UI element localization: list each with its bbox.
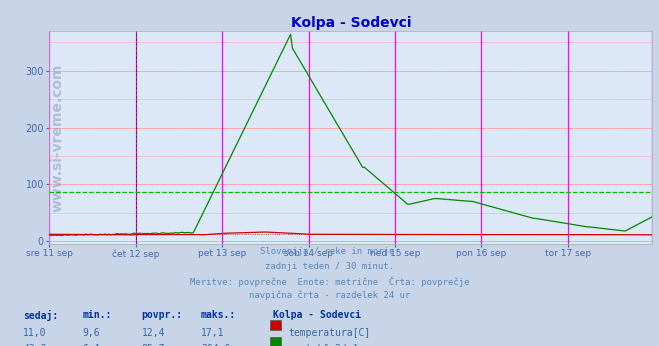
Text: Meritve: povprečne  Enote: metrične  Črta: povprečje: Meritve: povprečne Enote: metrične Črta:…	[190, 276, 469, 287]
Text: 43,3: 43,3	[23, 344, 47, 346]
Text: 6,4: 6,4	[82, 344, 100, 346]
Text: sedaj:: sedaj:	[23, 310, 58, 321]
Text: 11,0: 11,0	[23, 328, 47, 338]
Text: 364,6: 364,6	[201, 344, 231, 346]
Text: navpična črta - razdelek 24 ur: navpična črta - razdelek 24 ur	[249, 291, 410, 300]
Text: 12,4: 12,4	[142, 328, 165, 338]
Text: www.si-vreme.com: www.si-vreme.com	[50, 63, 65, 212]
Text: temperatura[C]: temperatura[C]	[288, 328, 370, 338]
Text: 17,1: 17,1	[201, 328, 225, 338]
Text: zadnji teden / 30 minut.: zadnji teden / 30 minut.	[265, 262, 394, 271]
Title: Kolpa - Sodevci: Kolpa - Sodevci	[291, 16, 411, 30]
Text: pretok[m3/s]: pretok[m3/s]	[288, 344, 358, 346]
Text: maks.:: maks.:	[201, 310, 236, 320]
Text: 85,7: 85,7	[142, 344, 165, 346]
Text: Kolpa - Sodevci: Kolpa - Sodevci	[273, 310, 362, 320]
Text: povpr.:: povpr.:	[142, 310, 183, 320]
Text: min.:: min.:	[82, 310, 112, 320]
Text: 9,6: 9,6	[82, 328, 100, 338]
Text: Slovenija / reke in morje.: Slovenija / reke in morje.	[260, 247, 399, 256]
